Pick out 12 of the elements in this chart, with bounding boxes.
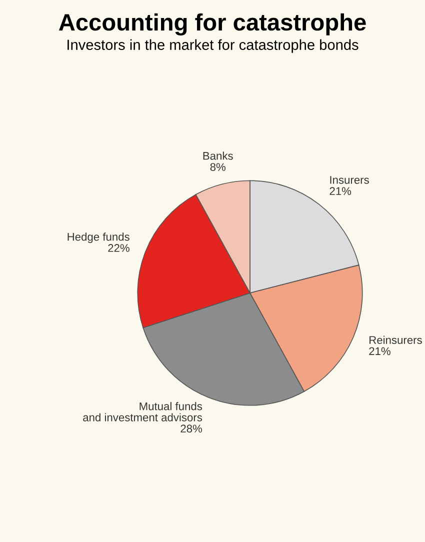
slice-label: Mutual funds and investment advisors: [83, 402, 202, 422]
data-label: 21%: [330, 187, 352, 195]
data-label: 28%: [180, 424, 202, 433]
data-label: 21%: [369, 347, 390, 356]
slice-label: Reinsurers: [370, 336, 422, 344]
chart-title: Accounting for catastrophe: [58, 13, 366, 36]
slice-label: Hedge funds: [68, 232, 130, 243]
chart-subtitle: Investors in the market for catastrophe bonds: [68, 39, 358, 53]
data-label: 22%: [108, 244, 130, 252]
slice-label: Insurers: [330, 176, 369, 184]
slice-label: Banks: [203, 152, 233, 160]
data-label: 8%: [210, 163, 226, 171]
